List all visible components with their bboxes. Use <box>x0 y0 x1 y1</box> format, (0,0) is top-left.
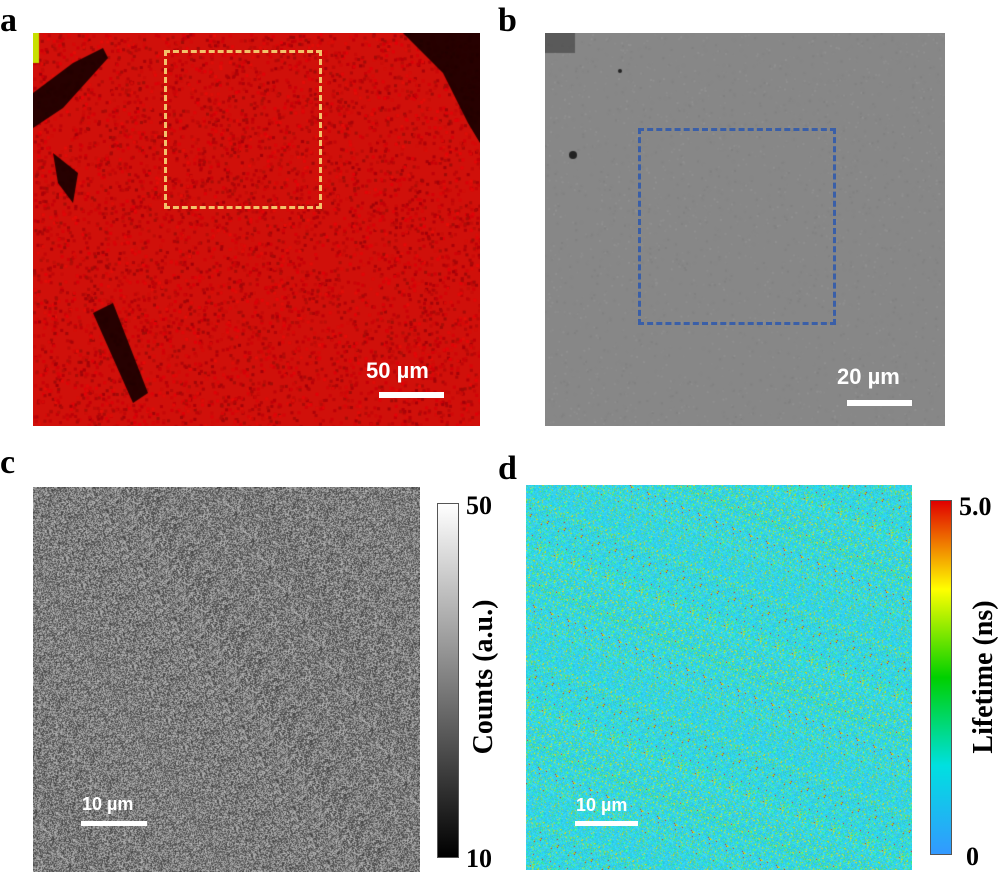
colorbar-counts-title: Counts (a.u.) <box>468 599 499 755</box>
roi-box-a[interactable] <box>164 50 322 209</box>
colorbar-lifetime-min-label: 0 <box>966 842 979 871</box>
lifetime-canvas-d <box>526 485 912 870</box>
scale-bar-b <box>847 400 912 406</box>
panel-label-b: b <box>498 2 517 39</box>
scale-label-c: 10 µm <box>82 794 134 814</box>
counts-canvas-c <box>33 487 420 872</box>
colorbar-counts-max-label: 50 <box>466 491 492 520</box>
scale-bar-c <box>81 821 147 826</box>
scale-label-d: 10 µm <box>576 795 628 815</box>
colorbar-lifetime <box>930 500 952 855</box>
microscope-canvas-b <box>545 33 945 426</box>
scale-bar-a <box>379 392 444 398</box>
colorbar-lifetime-title: Lifetime (ns) <box>968 600 999 754</box>
panel-label-d: d <box>498 450 517 487</box>
fluorescence-canvas-a <box>33 33 480 426</box>
colorbar-counts <box>437 503 459 858</box>
scale-label-a: 50 µm <box>366 358 429 383</box>
scale-bar-d <box>575 821 638 826</box>
scale-label-b: 20 µm <box>837 364 900 389</box>
microscope-image-b: 20 µm <box>545 33 945 426</box>
panel-label-a: a <box>0 2 17 39</box>
panel-label-c: c <box>0 444 16 481</box>
colorbar-counts-min-label: 10 <box>466 844 492 873</box>
fluorescence-image-a: 50 µm <box>33 33 480 426</box>
counts-image-c: 10 µm <box>33 487 420 872</box>
roi-box-b[interactable] <box>638 128 836 325</box>
lifetime-image-d: 10 µm <box>526 485 912 870</box>
colorbar-lifetime-max-label: 5.0 <box>959 492 992 521</box>
